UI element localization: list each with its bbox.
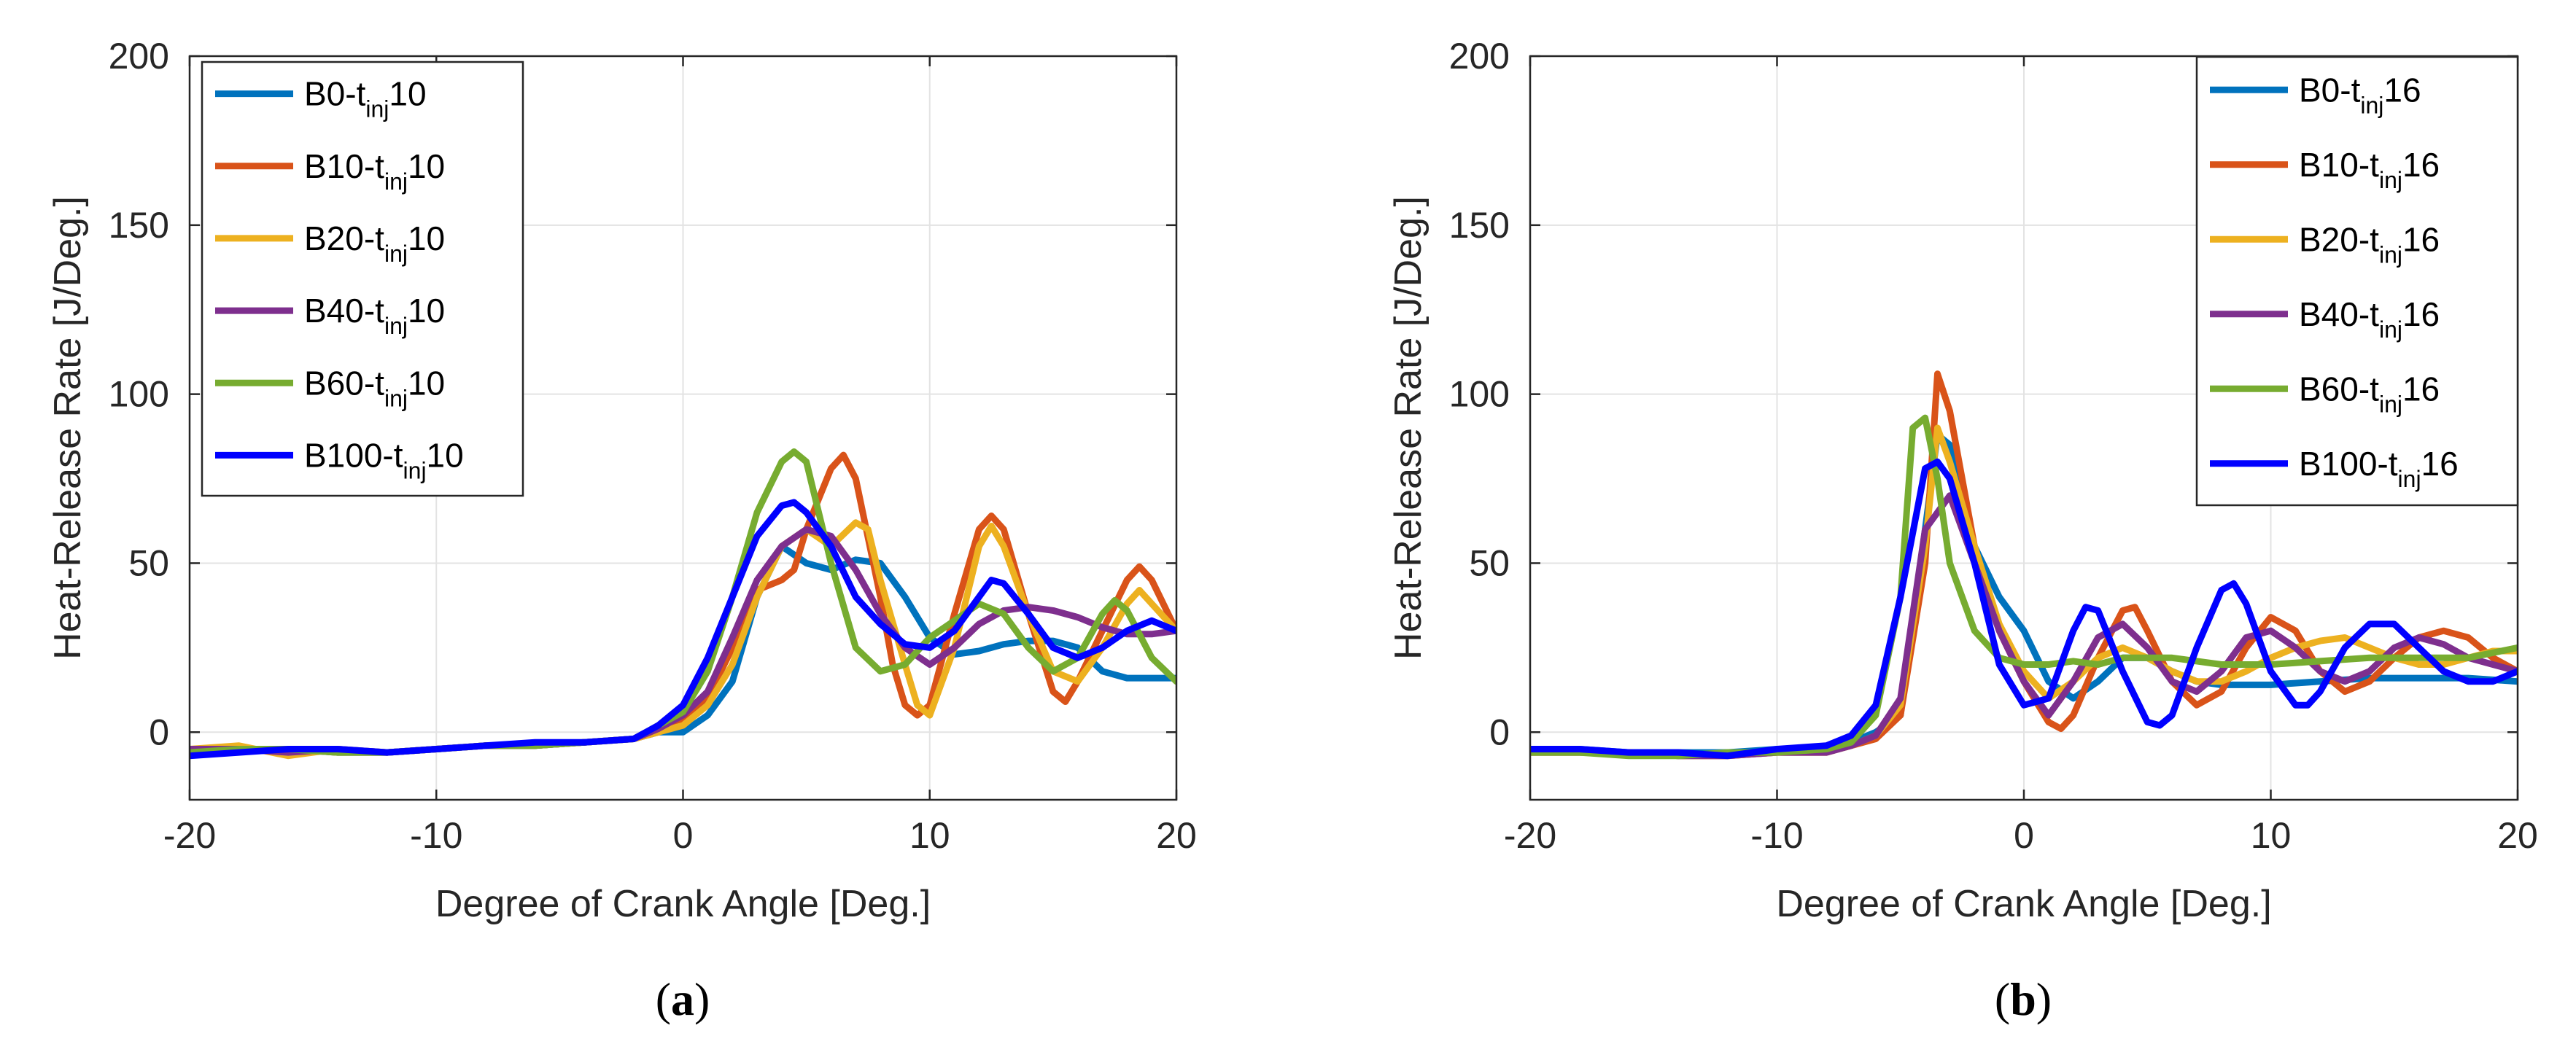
y-axis-label: Heat-Release Rate [J/Deg.] <box>1387 196 1429 660</box>
legend-entry: B0-tinj10 <box>304 75 427 122</box>
series-line-b100 <box>1530 458 2518 760</box>
x-axis-label: Degree of Crank Angle [Deg.] <box>435 883 931 925</box>
legend-entry: B20-tinj10 <box>304 219 445 267</box>
y-tick-label: 200 <box>109 36 169 77</box>
y-tick-label: 0 <box>149 712 169 752</box>
legend-entry: B10-tinj10 <box>304 147 445 195</box>
series-line-b100 <box>190 499 1176 760</box>
y-tick-label: 50 <box>128 542 169 583</box>
series-group <box>190 448 1176 760</box>
x-tick-label: -10 <box>410 815 462 856</box>
series-group <box>1530 370 2518 760</box>
x-tick-label: 0 <box>2014 815 2034 856</box>
legend-entry: B20-tinj16 <box>2299 220 2440 268</box>
y-axis-label: Heat-Release Rate [J/Deg.] <box>47 196 89 660</box>
x-tick-label: 10 <box>2251 815 2292 856</box>
x-tick-label: 10 <box>909 815 950 856</box>
legend-entry: B0-tinj16 <box>2299 71 2421 118</box>
panel-caption: (a) <box>656 973 710 1025</box>
x-tick-label: -10 <box>1750 815 1803 856</box>
legend-entry: B60-tinj16 <box>2299 370 2440 417</box>
x-tick-label: 0 <box>673 815 694 856</box>
legend-entry: B40-tinj10 <box>304 292 445 339</box>
legend-entry: B10-tinj16 <box>2299 146 2440 193</box>
x-axis-label: Degree of Crank Angle [Deg.] <box>1776 883 2271 925</box>
legend-box <box>201 61 524 497</box>
panel-caption: (b) <box>1995 973 2052 1025</box>
x-tick-label: 20 <box>2497 815 2538 856</box>
y-tick-label: 150 <box>1449 205 1510 246</box>
y-tick-label: 100 <box>109 374 169 415</box>
legend-entry: B60-tinj10 <box>304 364 445 411</box>
y-tick-label: 200 <box>1449 36 1510 77</box>
legend-entry: B100-tinj16 <box>2299 445 2459 492</box>
y-tick-label: 100 <box>1449 374 1510 415</box>
legend-entry: B100-tinj10 <box>304 436 464 483</box>
legend-entry: B40-tinj16 <box>2299 295 2440 343</box>
x-tick-label: -20 <box>1504 815 1556 856</box>
x-tick-label: -20 <box>163 815 216 856</box>
y-tick-label: 150 <box>109 205 169 246</box>
y-tick-label: 0 <box>1489 712 1510 752</box>
legend-box <box>2195 55 2519 507</box>
y-tick-label: 50 <box>1469 542 1510 583</box>
x-tick-label: 20 <box>1156 815 1197 856</box>
